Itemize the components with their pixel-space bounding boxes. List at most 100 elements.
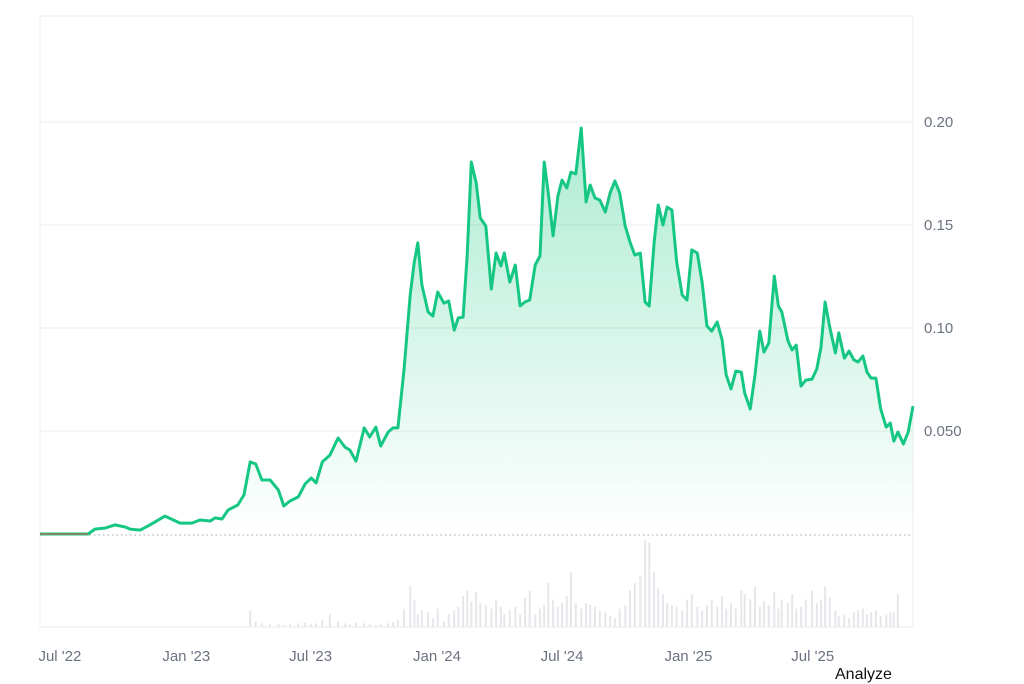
x-tick-label: Jan '24 [413,648,461,665]
volume-bar [475,592,477,627]
volume-bar [427,612,429,627]
volume-bar [686,600,688,627]
volume-bar [432,618,434,627]
volume-bar [249,611,251,627]
volume-bar [862,609,864,627]
volume-bar [519,614,521,627]
volume-bar [666,603,668,627]
volume-bar [800,607,802,627]
volume-bar [629,590,631,627]
volume-bar [834,611,836,627]
volume-bar [470,601,472,627]
volume-bar [375,625,377,627]
volume-bar [648,543,650,627]
volume-bar [820,600,822,627]
x-tick-label: Jul '22 [38,648,81,665]
volume-bar [417,614,419,627]
volume-bar [380,624,382,627]
volume-bar [875,611,877,627]
volume-bar [893,612,895,627]
volume-bar [490,609,492,627]
y-tick-label: 0.10 [924,320,953,337]
x-tick-label: Jan '23 [162,648,210,665]
volume-bar [297,623,299,627]
volume-bar [619,609,621,627]
volume-bar [716,607,718,627]
volume-bar [344,623,346,627]
volume-bar [644,540,646,627]
volume-bar [730,603,732,627]
y-tick-label: 0.15 [924,217,953,234]
volume-bar [462,596,464,627]
volume-bar [662,594,664,627]
volume-bar [363,623,365,627]
volume-bar [443,622,445,627]
volume-bar [315,623,317,627]
volume-bar [735,609,737,627]
volume-bar [816,603,818,627]
volume-bar [594,607,596,627]
x-tick-label: Jul '23 [289,648,332,665]
y-tick-label: 0.20 [924,114,953,131]
volume-bar [329,614,331,627]
volume-bar [534,614,536,627]
volume-bar [580,609,582,627]
volume-bar [870,612,872,627]
volume-bar [848,618,850,627]
volume-bar [321,620,323,627]
volume-bar [781,600,783,627]
volume-bar [387,623,389,627]
volume-bar [829,598,831,627]
volume-bar [725,609,727,627]
volume-bar [880,616,882,627]
volume-bar [721,596,723,627]
volume-bar [269,624,271,627]
volume-bar [768,605,770,627]
volume-bar [791,594,793,627]
volume-bar [609,616,611,627]
volume-bar [495,600,497,627]
volume-bar [843,614,845,627]
volume-bar [671,605,673,627]
volume-bar [392,622,394,627]
volume-bar [403,609,405,627]
volume-bar [857,611,859,627]
volume-bar [397,620,399,627]
volume-bar [681,611,683,627]
volume-bar [773,592,775,627]
volume-bar [566,596,568,627]
volume-bar [409,586,411,627]
volume-bar [889,612,891,627]
volume-bar [509,611,511,627]
volume-bar [589,605,591,627]
volume-bar [570,572,572,627]
volume-bar [448,614,450,627]
volume-bar [614,618,616,627]
volume-bar [557,607,559,627]
volume-bar [711,600,713,627]
volume-bar [437,609,439,627]
volume-bar [706,605,708,627]
volume-bar [885,614,887,627]
volume-bar [547,583,549,627]
volume-bar [754,587,756,627]
volume-bar [337,622,339,627]
volume-bar [457,607,459,627]
analyze-button[interactable]: Analyze [835,666,892,684]
y-tick-label: 0.050 [924,423,962,440]
volume-bar [824,587,826,627]
volume-bar [777,609,779,627]
volume-bar [866,614,868,627]
volume-bar [639,576,641,627]
volume-bar [634,583,636,627]
volume-bar [657,589,659,627]
volume-bar [599,611,601,627]
volume-bar [585,603,587,627]
volume-bar [289,624,291,627]
volume-bar [453,611,455,627]
volume-bar [561,603,563,627]
volume-bar [552,600,554,627]
x-tick-label: Jul '25 [791,648,834,665]
volume-bar [763,601,765,627]
volume-bar [304,622,306,627]
